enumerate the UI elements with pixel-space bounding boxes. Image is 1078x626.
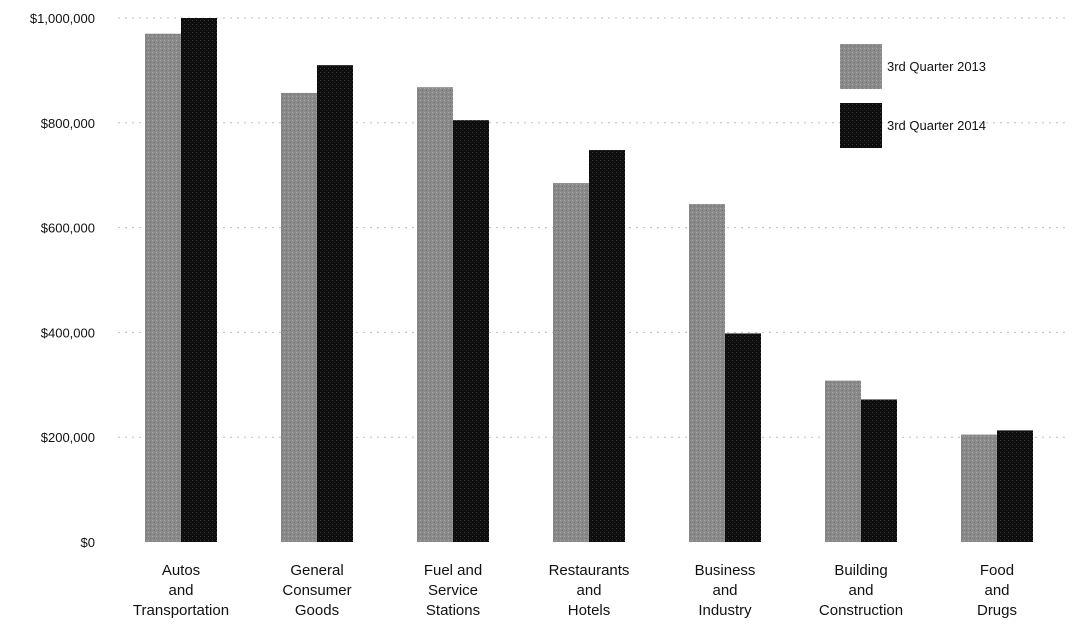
category-label: Goods [295, 602, 339, 619]
bar-2013 [825, 380, 861, 542]
category-label: Service [428, 582, 478, 599]
bar-2014 [589, 150, 625, 542]
bar-2013 [281, 92, 317, 542]
y-tick-label: $200,000 [41, 430, 95, 445]
category-label: Restaurants [549, 562, 630, 579]
y-tick-label: $0 [81, 535, 95, 550]
category-label: Autos [162, 562, 200, 579]
category-label: Hotels [568, 602, 611, 619]
bar-2014 [725, 333, 761, 542]
y-tick-label: $800,000 [41, 116, 95, 131]
bar-2013 [145, 33, 181, 542]
bar-2014 [997, 430, 1033, 542]
bar-2014 [861, 399, 897, 542]
category-label: Industry [698, 602, 752, 619]
category-label: and [168, 582, 193, 599]
bars [145, 18, 1033, 543]
category-label: General [290, 562, 343, 579]
category-label: and [848, 582, 873, 599]
y-tick-label: $600,000 [41, 221, 95, 236]
category-label: Business [695, 562, 756, 579]
legend-swatch [840, 103, 882, 148]
category-label: Transportation [133, 602, 229, 619]
category-label: Fuel and [424, 562, 482, 579]
bar-2013 [689, 204, 725, 542]
y-tick-label: $1,000,000 [30, 11, 95, 26]
bar-2014 [181, 18, 217, 542]
category-label: Building [834, 562, 887, 579]
category-label: and [984, 582, 1009, 599]
legend-label: 3rd Quarter 2013 [887, 59, 986, 74]
category-label: Consumer [282, 582, 351, 599]
bar-2014 [317, 65, 353, 542]
legend-swatch [840, 44, 882, 89]
category-label: Stations [426, 602, 480, 619]
category-label: Construction [819, 602, 903, 619]
y-axis-tick-labels: $0 $200,000 $400,000 $600,000 $800,000 $1,000… [30, 11, 95, 550]
category-label: Drugs [977, 602, 1017, 619]
x-axis-category-labels: Autos and Transportation General Consumer Goo… [133, 562, 1017, 619]
y-tick-label: $400,000 [41, 325, 95, 340]
bar-2013 [961, 434, 997, 542]
bar-2013 [553, 183, 589, 542]
bar-2013 [417, 87, 453, 542]
category-label: and [712, 582, 737, 599]
legend-label: 3rd Quarter 2014 [887, 118, 986, 133]
category-label: Food [980, 562, 1014, 579]
category-label: and [576, 582, 601, 599]
bar-2014 [453, 120, 489, 543]
legend: 3rd Quarter 2013 3rd Quarter 2014 [840, 44, 986, 148]
